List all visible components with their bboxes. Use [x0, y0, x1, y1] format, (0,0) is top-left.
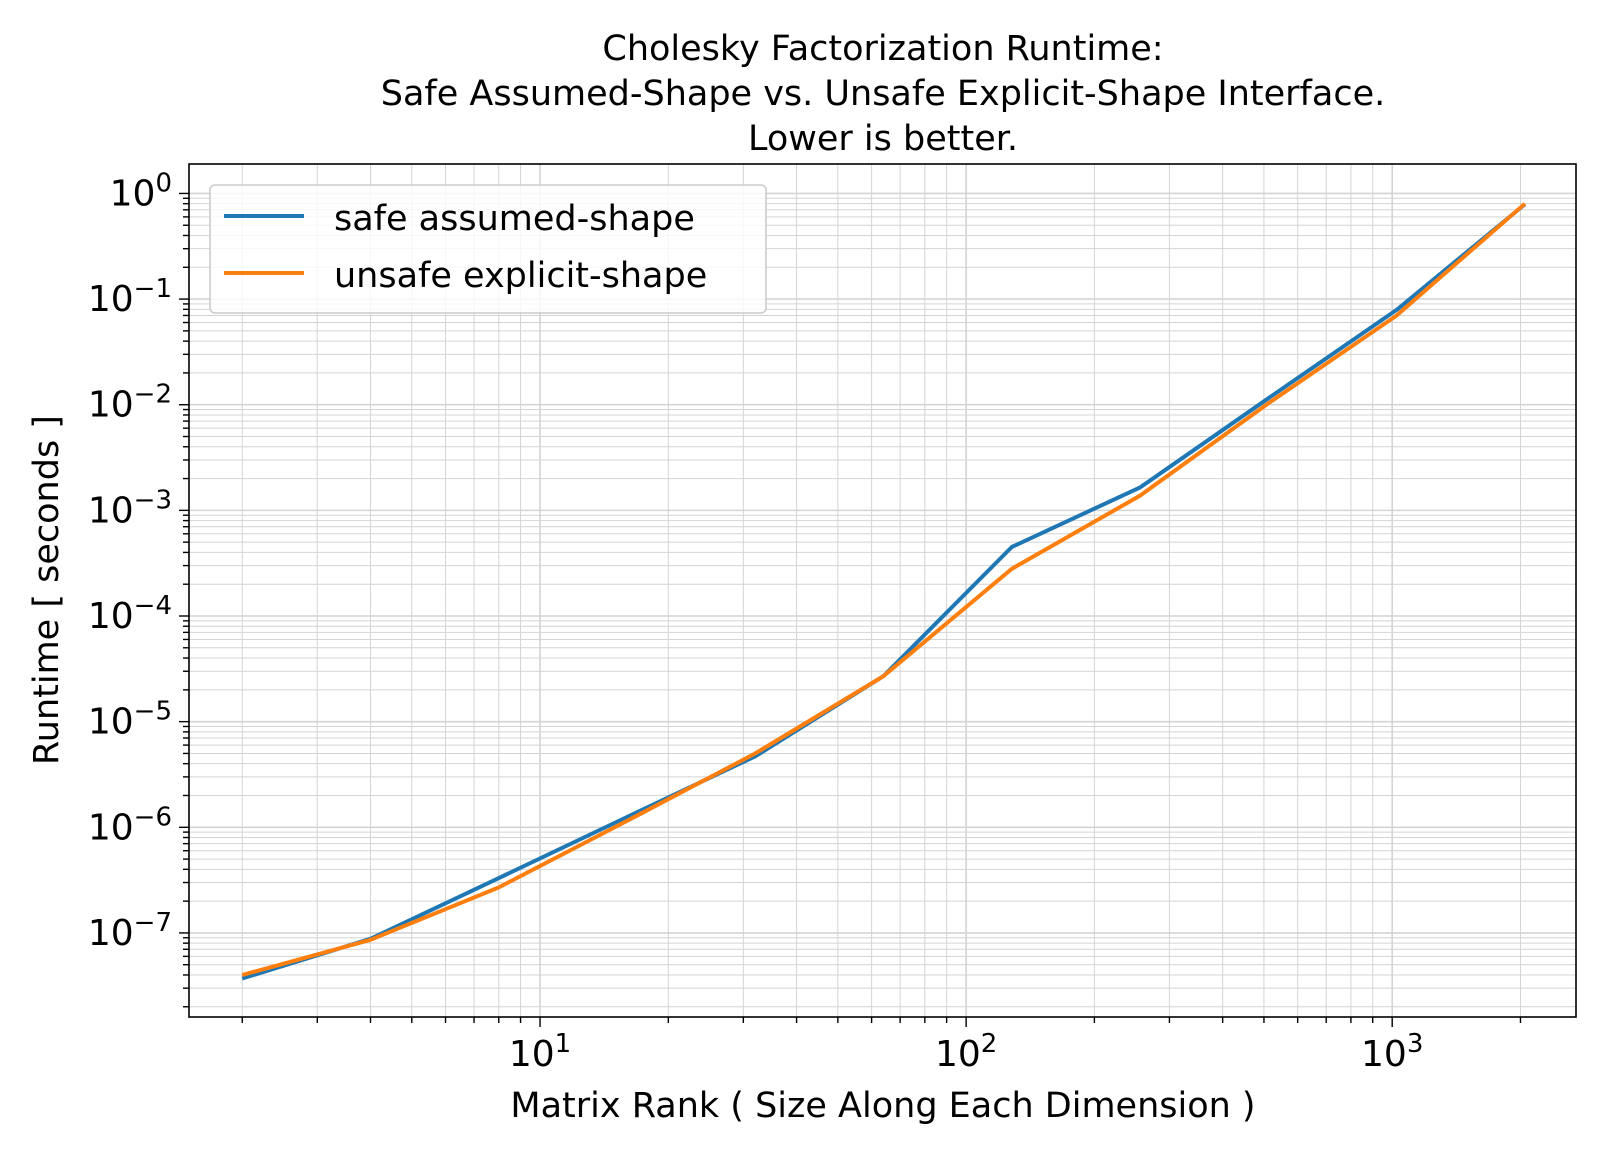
x-tick-label-base: 10	[509, 1034, 555, 1075]
y-tick-label: 10−2	[88, 380, 172, 426]
y-tick-label-base: 10	[88, 807, 134, 848]
y-tick-label-base: 10	[88, 490, 134, 531]
y-tick-label: 10−3	[88, 485, 172, 531]
y-tick-label-base: 10	[88, 702, 134, 743]
y-tick-label: 100	[110, 168, 172, 214]
legend-label-unsafe: unsafe explicit-shape	[334, 256, 707, 296]
y-tick-label-exponent: −2	[134, 380, 172, 410]
x-tick-label-exponent: 1	[555, 1029, 572, 1059]
y-tick-label: 10−7	[88, 908, 172, 954]
series-lines	[241, 202, 1527, 981]
y-tick-label-exponent: −4	[134, 591, 172, 621]
x-tick-labels: 101 102 103	[509, 1029, 1424, 1075]
y-tick-label-base: 10	[88, 596, 134, 637]
y-tick-label-exponent: 0	[155, 168, 172, 198]
y-tick-label-exponent: −7	[134, 908, 172, 938]
y-tick-label-base: 10	[88, 279, 134, 320]
y-tick-label-exponent: −1	[134, 274, 172, 304]
legend-label-safe: safe assumed-shape	[334, 199, 695, 239]
series-line-safe	[241, 202, 1527, 981]
chart-title-line-3: Lower is better.	[748, 119, 1018, 159]
x-tick-label-exponent: 3	[1407, 1029, 1424, 1059]
y-tick-label-exponent: −5	[134, 697, 172, 727]
plot-frame	[188, 163, 1577, 1018]
x-tick-label-exponent: 2	[981, 1029, 998, 1059]
y-tick-label-base: 10	[88, 913, 134, 954]
legend: safe assumed-shape unsafe explicit-shape	[209, 184, 767, 314]
y-tick-label: 10−6	[88, 802, 172, 848]
y-tick-label: 10−1	[88, 274, 172, 320]
chart-title-line-1: Cholesky Factorization Runtime:	[602, 29, 1163, 69]
y-tick-label-exponent: −3	[134, 485, 172, 515]
y-tick-label: 10−5	[88, 697, 172, 743]
y-tick-label-base: 10	[110, 173, 156, 214]
legend-box	[209, 184, 767, 314]
x-tick-label: 103	[1361, 1029, 1423, 1075]
chart-title: Cholesky Factorization Runtime: Safe Ass…	[381, 29, 1385, 159]
y-tick-label: 10−4	[88, 591, 172, 637]
y-tick-label-base: 10	[88, 385, 134, 426]
x-tick-label-base: 10	[1361, 1034, 1407, 1075]
y-axis-label: Runtime [ seconds ]	[27, 415, 67, 765]
x-axis-label: Matrix Rank ( Size Along Each Dimension …	[510, 1086, 1255, 1126]
chart-title-line-2: Safe Assumed-Shape vs. Unsafe Explicit-S…	[381, 74, 1385, 114]
series-line-unsafe	[241, 202, 1527, 977]
x-tick-label: 102	[935, 1029, 997, 1075]
x-tick-label: 101	[509, 1029, 571, 1075]
axis-ticks	[179, 192, 1522, 1027]
y-tick-label-exponent: −6	[134, 802, 172, 832]
x-tick-label-base: 10	[935, 1034, 981, 1075]
